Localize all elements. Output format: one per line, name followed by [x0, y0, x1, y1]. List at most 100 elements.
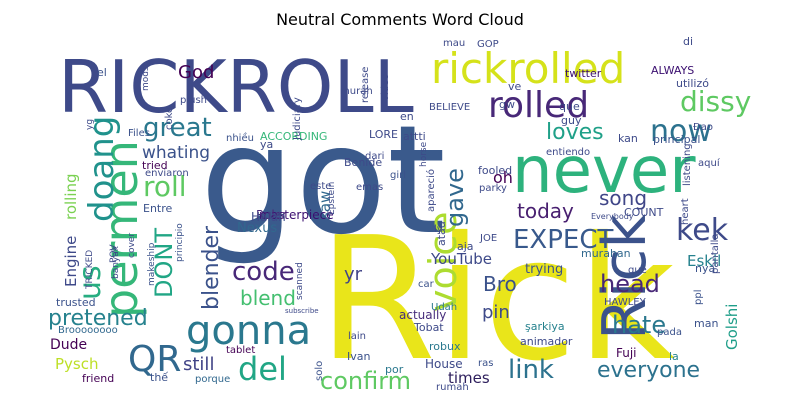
- word-cloud-word: mods: [141, 66, 151, 91]
- word-cloud-word: apareció: [425, 169, 437, 212]
- word-cloud-word: twitter: [565, 67, 602, 80]
- word-cloud-word: HAWLEY: [604, 297, 647, 308]
- word-cloud-word: solo: [314, 361, 325, 381]
- word-cloud-word: doang: [82, 116, 122, 222]
- word-cloud-word: la: [669, 350, 679, 363]
- word-cloud-word: got: [200, 94, 446, 268]
- word-cloud-word: atau: [435, 221, 448, 246]
- word-cloud-word: QR: [128, 339, 181, 380]
- word-cloud-word: still: [183, 354, 214, 375]
- word-cloud-word: principio: [175, 223, 185, 262]
- word-cloud-word: thế: [150, 371, 168, 384]
- word-cloud-word: RICKROLL: [58, 45, 414, 129]
- word-cloud-word: whating: [142, 143, 210, 163]
- word-cloud-word: song: [599, 186, 647, 210]
- word-cloud-word: emas: [356, 182, 383, 193]
- word-cloud-word: Golshi: [723, 304, 741, 350]
- word-cloud-word: EXPECT: [513, 225, 614, 255]
- word-cloud-word: Fuji: [616, 346, 637, 360]
- word-cloud-word: attti: [403, 130, 426, 143]
- word-cloud-word: Tobat: [413, 321, 444, 334]
- word-cloud-word: masterpiece: [259, 208, 334, 222]
- word-cloud-word: Ivan: [347, 350, 370, 363]
- word-cloud-word: dissy: [680, 85, 751, 118]
- word-cloud-word: lain: [348, 331, 366, 342]
- chart-title: Neutral Comments Word Cloud: [276, 10, 524, 29]
- word-cloud-word: confirm: [320, 367, 411, 395]
- word-cloud-word: ACCORDING: [260, 130, 327, 143]
- word-cloud-word: Bro: [483, 272, 517, 296]
- word-cloud-word: God: [178, 62, 214, 83]
- word-cloud-word: JOE: [479, 233, 497, 244]
- word-cloud-word: gw: [499, 98, 515, 111]
- word-cloud-word: Judiciary: [292, 97, 303, 141]
- word-cloud-word: animador: [520, 335, 573, 348]
- word-cloud-word: GOP: [477, 39, 499, 50]
- word-cloud-word: en: [400, 110, 414, 123]
- word-cloud-word: utilizó: [676, 77, 709, 90]
- word-cloud-word: qué: [628, 264, 647, 276]
- word-cloud-word: trying: [525, 262, 563, 277]
- word-cloud-word: hate: [612, 311, 666, 339]
- word-cloud-word: cover: [127, 233, 137, 258]
- word-cloud-word: now: [650, 114, 712, 149]
- word-cloud-word: ya: [260, 138, 273, 151]
- word-cloud-word: parky: [479, 183, 507, 194]
- word-cloud-word: pin: [482, 302, 510, 323]
- word-cloud-word: times: [448, 369, 490, 387]
- word-cloud-word: enviaron: [145, 168, 189, 179]
- word-cloud-word: rolling: [62, 173, 80, 220]
- word-cloud-word: aquí: [698, 157, 721, 169]
- word-cloud-word: coke: [164, 107, 175, 130]
- word-cloud-word: rickrolled: [431, 44, 625, 93]
- word-cloud-word: plush: [180, 95, 207, 106]
- word-cloud-word: blender: [199, 225, 224, 310]
- word-cloud-word: YouTube: [430, 250, 492, 268]
- word-cloud-word: ve: [508, 80, 522, 93]
- word-cloud-word: Everybody: [591, 212, 634, 221]
- word-cloud-word: Halah: [251, 210, 286, 224]
- word-cloud-word: heart: [680, 198, 691, 225]
- word-cloud-word: House: [425, 357, 463, 371]
- word-cloud-word: del: [238, 350, 287, 388]
- word-cloud-word: aja: [457, 240, 474, 253]
- word-cloud-word: man: [694, 317, 718, 330]
- word-cloud-word: listening: [682, 143, 693, 186]
- word-cloud-word: entiendo: [546, 147, 590, 158]
- word-cloud-word: Udah: [431, 302, 457, 313]
- word-cloud-word: link: [508, 355, 554, 385]
- word-cloud-word: murahan: [581, 247, 631, 260]
- word-cloud-word: saw: [316, 191, 334, 220]
- word-cloud-word: gonna: [186, 308, 311, 354]
- word-cloud-word: ppl: [693, 290, 704, 305]
- word-cloud-word: pada: [657, 327, 682, 338]
- word-cloud-word: pretened: [48, 306, 148, 331]
- word-cloud-word: fooled: [478, 164, 512, 177]
- word-cloud-word: makeship: [147, 242, 157, 286]
- word-cloud-word: principal: [653, 133, 700, 146]
- word-cloud-word: LORE: [369, 128, 398, 141]
- word-cloud-word: friend: [82, 372, 114, 385]
- word-cloud-word: ras: [478, 358, 493, 369]
- word-cloud-word: Epstein: [327, 182, 337, 215]
- word-cloud-word: Broooooooo: [58, 325, 118, 336]
- word-cloud-word: permen: [94, 140, 148, 318]
- word-cloud-word: blend: [240, 286, 296, 310]
- word-cloud-word: TRICKED: [85, 250, 95, 290]
- word-cloud-word: rolled: [488, 85, 589, 126]
- word-cloud-word: Eskil: [687, 252, 721, 270]
- word-cloud-word: dari: [365, 151, 384, 162]
- word-cloud-word: gave: [441, 168, 469, 227]
- word-cloud-word: robux: [429, 340, 461, 353]
- word-cloud-word: porque: [195, 374, 230, 385]
- word-cloud-word: tried: [142, 159, 168, 172]
- word-cloud-word: roll: [143, 170, 187, 203]
- word-cloud-word: ALWAYS: [651, 64, 694, 77]
- word-cloud-word: el: [97, 66, 107, 79]
- word-cloud-word: guy: [561, 114, 582, 127]
- word-cloud-word: Đao: [693, 122, 713, 133]
- word-cloud-word: voice: [421, 211, 465, 312]
- word-cloud-word: que: [559, 100, 580, 113]
- word-cloud-word: Ruler: [256, 208, 287, 222]
